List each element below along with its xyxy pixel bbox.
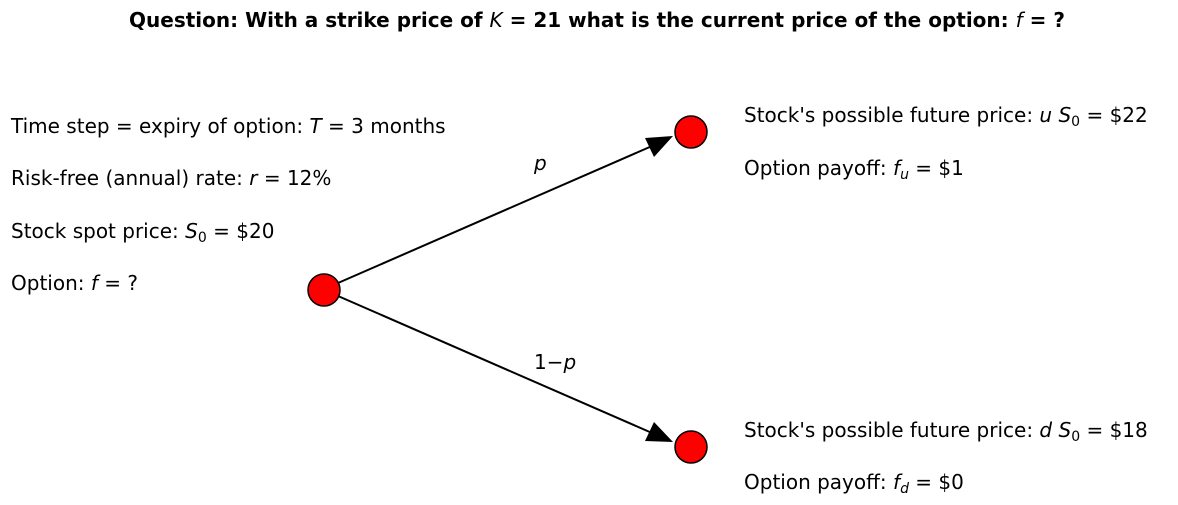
time-step-var: T <box>309 114 322 138</box>
down-arrowhead <box>645 422 673 442</box>
option-param-value: = ? <box>97 271 138 295</box>
option-var: f <box>1015 8 1023 32</box>
up-payoff-value: = $1 <box>908 156 964 180</box>
strike-value: = 21 <box>502 8 562 32</box>
up-payoff-var: f <box>893 156 901 180</box>
down-node <box>674 430 708 464</box>
up-edge <box>337 145 653 284</box>
option-param: Option: f = ? <box>11 271 138 295</box>
up-price-text: Stock's possible future price: u S0 = $2… <box>744 103 1148 130</box>
title-suffix: = ? <box>1022 8 1065 32</box>
up-payoff-label: Option payoff: <box>744 156 894 180</box>
time-step-value: = 3 months <box>321 114 446 138</box>
root-node <box>307 273 341 307</box>
up-arrowhead <box>645 136 673 157</box>
down-prob-var: p <box>562 350 576 374</box>
spot-var: S <box>185 219 198 243</box>
question-title: Question: With a strike price of K = 21 … <box>0 8 1178 32</box>
title-prefix: Question: With a strike price of <box>129 8 490 32</box>
up-payoff-text: Option payoff: fu = $1 <box>744 156 964 183</box>
down-payoff-sub: d <box>900 481 909 497</box>
up-factor: u <box>1039 103 1053 127</box>
spot-value: = $20 <box>206 219 275 243</box>
down-payoff-var: f <box>893 470 901 494</box>
down-payoff-text: Option payoff: fd = $0 <box>744 470 964 497</box>
rate-value: = 12% <box>257 166 332 190</box>
down-price-label: Stock's possible future price: <box>744 418 1040 442</box>
down-prob-label: 1−p <box>534 350 576 374</box>
down-price-value: = $18 <box>1080 418 1148 442</box>
down-price-var: S <box>1058 418 1072 442</box>
time-step-label: Time step = expiry of option: <box>11 114 310 138</box>
up-prob-label: p <box>533 151 547 175</box>
up-price-value: = $22 <box>1080 103 1148 127</box>
option-param-var: f <box>90 271 98 295</box>
up-node <box>674 115 708 149</box>
rate-param: Risk-free (annual) rate: r = 12% <box>11 166 331 190</box>
spot-sub: 0 <box>197 230 207 246</box>
up-payoff-sub: u <box>900 167 909 183</box>
down-prob-prefix: 1− <box>534 350 563 374</box>
time-step-param: Time step = expiry of option: T = 3 mont… <box>11 114 446 138</box>
down-factor: d <box>1039 418 1053 442</box>
down-price-sub: 0 <box>1071 429 1081 445</box>
spot-label: Stock spot price: <box>11 219 186 243</box>
down-payoff-value: = $0 <box>908 470 964 494</box>
option-label: Option: <box>11 271 91 295</box>
up-price-sub: 0 <box>1071 114 1081 130</box>
down-price-text: Stock's possible future price: d S0 = $1… <box>744 418 1148 445</box>
strike-var: K <box>489 8 503 32</box>
down-edge <box>337 295 653 434</box>
rate-label: Risk-free (annual) rate: <box>11 166 250 190</box>
title-middle: what is the current price of the option: <box>561 8 1016 32</box>
down-payoff-label: Option payoff: <box>744 470 894 494</box>
spot-param: Stock spot price: S0 = $20 <box>11 219 275 246</box>
up-price-var: S <box>1058 103 1072 127</box>
up-price-label: Stock's possible future price: <box>744 103 1040 127</box>
rate-var: r <box>249 166 258 190</box>
